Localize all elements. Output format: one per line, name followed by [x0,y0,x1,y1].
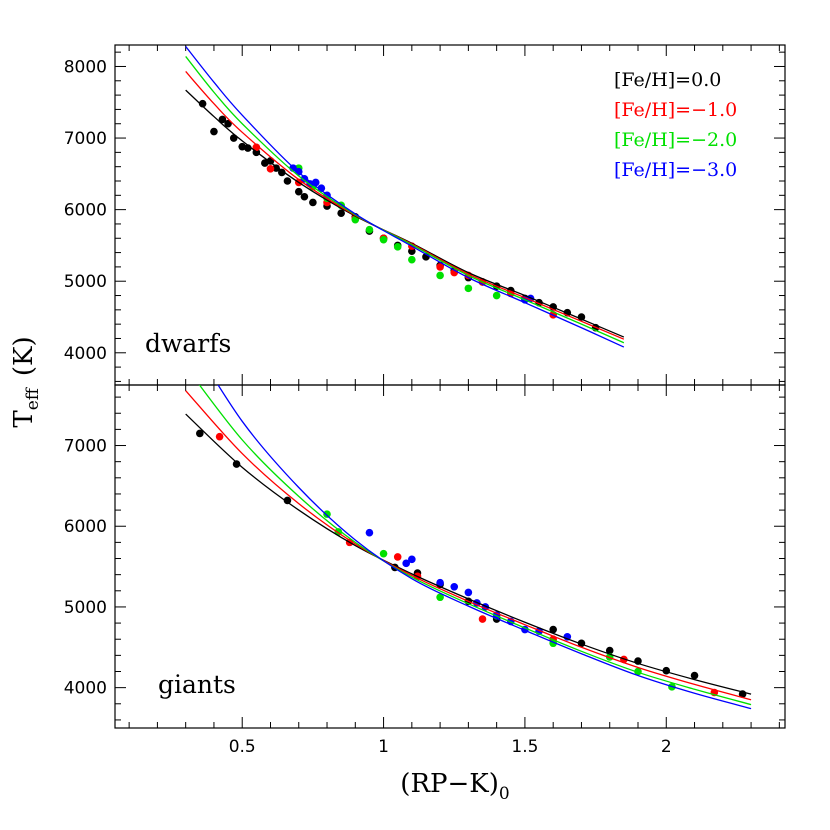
data-point [450,582,459,591]
giants-panel: 4000 5000 6000 7000 giants 0.5 1 1.5 2 [64,384,786,757]
data-point [252,143,261,152]
legend-entry: [Fe/H]=−2.0 [614,129,737,151]
data-point [210,127,218,136]
data-point [436,578,444,587]
data-point [393,243,402,251]
dwarfs-plot-area [185,46,625,348]
model-curve [198,385,752,706]
y-axis-label-sub: eff [23,386,43,410]
data-point [323,510,331,518]
giants-plot-area [185,385,752,710]
data-point [294,187,303,196]
data-point [402,559,410,568]
data-point [300,192,309,201]
y-axis-label-unit: (K) [9,336,39,376]
y-tick-label: 4000 [64,679,107,699]
model-curve [185,56,625,344]
data-point [218,115,227,124]
data-point [379,235,388,244]
data-point [196,429,204,438]
data-point [549,625,557,634]
y-tick-label: 8000 [64,57,107,77]
y-axis-label: Teff (K) [9,336,43,427]
x-axis-label: (RP−K)0 [400,769,509,804]
data-point [365,528,374,537]
x-tick-label: 2 [661,737,672,757]
data-point [317,184,326,192]
data-point [464,284,473,293]
data-point [492,291,501,300]
y-tick-label: 6000 [64,201,107,221]
giants-frame [114,384,786,729]
data-point [215,432,224,441]
x-axis-label-main: (RP−K) [400,769,499,799]
data-point [272,164,280,172]
y-tick-label: 7000 [64,437,107,457]
model-curve [185,413,752,695]
x-tick-label: 0.5 [229,737,256,757]
data-point [311,178,320,187]
data-point [605,646,614,655]
data-point [436,593,444,602]
dwarfs-label: dwarfs [145,329,231,358]
data-point [690,671,699,680]
x-tick-label: 1.5 [511,737,538,757]
model-curve [185,46,625,348]
y-tick-label: 4000 [64,344,107,364]
data-point [337,209,345,218]
model-curve [217,385,752,710]
y-tick-label: 5000 [64,272,107,292]
data-point [408,555,416,564]
data-point [232,460,241,468]
legend: [Fe/H]=0.0 [Fe/H]=−1.0 [Fe/H]=−2.0 [Fe/H]=−… [614,69,737,181]
data-point [379,549,388,558]
x-axis-label-sub: 0 [499,784,510,804]
data-point [229,134,238,142]
data-point [300,175,309,183]
y-tick-label: 7000 [64,129,107,149]
data-point [266,165,275,173]
x-tick-label: 1 [378,737,389,757]
data-point [283,177,292,185]
data-point [464,588,473,597]
data-point [277,168,286,177]
data-point [436,263,444,271]
data-point [283,496,292,505]
legend-entry: [Fe/H]=0.0 [614,69,721,91]
data-point [224,119,232,128]
data-point [478,615,487,623]
data-point [309,198,317,207]
legend-entry: [Fe/H]=−1.0 [614,99,737,121]
data-point [393,553,402,561]
model-curve [185,89,625,338]
model-curve [185,71,625,340]
model-curve [185,390,752,701]
data-point [198,99,207,108]
y-tick-label: 5000 [64,598,107,618]
data-point [408,255,416,264]
y-tick-label: 6000 [64,517,107,537]
legend-entry: [Fe/H]=−3.0 [614,159,737,181]
data-point [365,225,374,234]
y-axis-label-main: T [9,410,39,428]
dwarfs-panel: 4000 5000 6000 7000 8000 dwarfs [64,44,786,386]
data-point [436,271,444,280]
giants-label: giants [158,670,236,699]
